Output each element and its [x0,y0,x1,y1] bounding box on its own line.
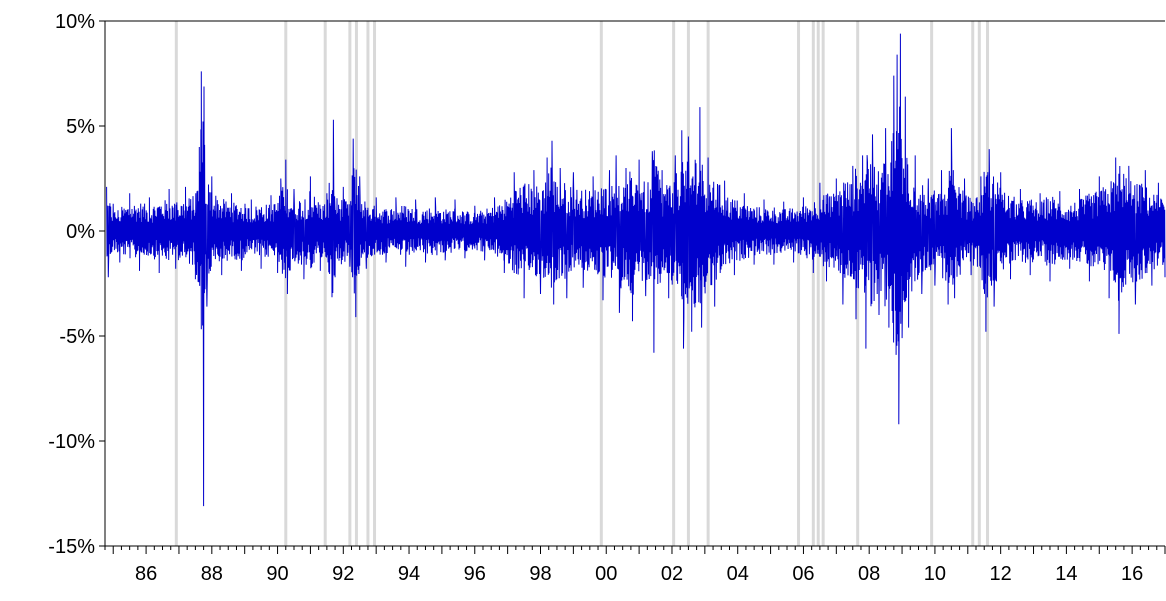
recession-band-3 [348,21,352,546]
y-tick-label-3: -5% [59,326,95,348]
recession-band-16 [930,21,934,546]
y-tick-label-0: 10% [55,11,95,33]
recession-band-4 [354,21,358,546]
x-tick-label-0: 86 [135,563,157,585]
x-tick-label-9: 04 [727,563,749,585]
x-tick-label-2: 90 [266,563,288,585]
x-tick-label-5: 96 [464,563,486,585]
y-tick-label-5: -15% [48,536,95,558]
recession-band-17 [971,21,975,546]
x-tick-label-13: 12 [990,563,1012,585]
recession-band-15 [856,21,860,546]
recession-band-8 [672,21,676,546]
x-tick-label-14: 14 [1055,563,1077,585]
y-tick-label-4: -10% [48,431,95,453]
recession-band-6 [373,21,377,546]
recession-band-14 [821,21,825,546]
y-tick-label-2: 0% [66,221,95,243]
x-tick-label-6: 98 [529,563,551,585]
recession-band-7 [599,21,603,546]
x-tick-label-12: 10 [924,563,946,585]
recession-band-9 [686,21,690,546]
recession-band-2 [323,21,327,546]
recession-band-10 [706,21,710,546]
recession-band-1 [284,21,288,546]
series-line-0 [106,33,1166,507]
recession-band-11 [797,21,801,546]
recession-band-12 [811,21,815,546]
x-tick-label-8: 02 [661,563,683,585]
x-tick-label-3: 92 [332,563,354,585]
series-layer [106,33,1166,507]
recession-band-13 [816,21,820,546]
recession-band-0 [174,21,178,546]
x-tick-label-15: 16 [1121,563,1143,585]
x-tick-label-10: 06 [792,563,814,585]
x-tick-label-11: 08 [858,563,880,585]
recession-band-18 [977,21,981,546]
x-tick-label-4: 94 [398,563,420,585]
x-tick-label-1: 88 [201,563,223,585]
recession-band-5 [366,21,370,546]
y-tick-label-1: 5% [66,116,95,138]
recession-markers [174,21,990,546]
axes: 10% 5% 0% -5% -10% -15% 86 88 90 92 94 96 98 00 02 04 06… [48,11,1166,585]
x-tick-label-7: 00 [595,563,617,585]
